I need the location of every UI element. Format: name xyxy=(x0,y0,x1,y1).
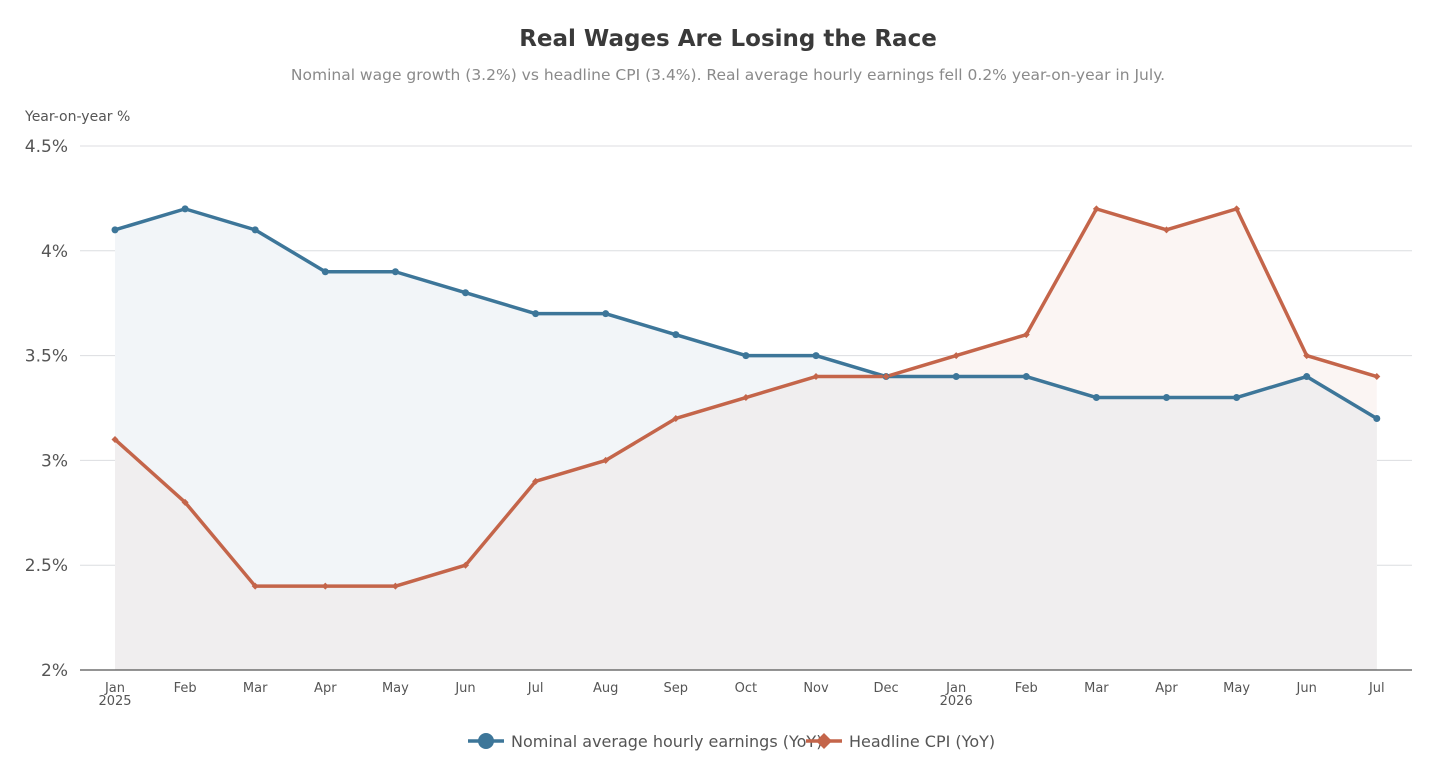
wages-point xyxy=(952,373,960,381)
x-tick-label: Jul xyxy=(527,681,544,696)
wages-point xyxy=(251,226,259,234)
x-tick-label: Oct xyxy=(735,681,757,696)
legend-wages-label: Nominal average hourly earnings (YoY) xyxy=(511,732,822,751)
x-tick-label: Nov xyxy=(803,681,829,696)
x-tick-year-label: 2025 xyxy=(98,694,131,709)
wages-point xyxy=(321,268,329,276)
wages-point xyxy=(181,205,189,213)
wages-point xyxy=(462,289,469,297)
y-tick-label: 3% xyxy=(41,451,68,471)
x-tick-label: Mar xyxy=(1084,681,1109,696)
cpi-point xyxy=(462,561,469,569)
wages-point xyxy=(111,226,119,234)
chart-subtitle: Nominal wage growth (3.2%) vs headline C… xyxy=(290,66,1166,84)
wages-point xyxy=(812,352,820,360)
x-tick-label: Apr xyxy=(1155,681,1178,696)
x-tick-label: Aug xyxy=(593,681,618,696)
y-tick-label: 4.5% xyxy=(25,137,68,157)
legend-cpi-marker xyxy=(816,733,832,749)
cpi-point xyxy=(1163,226,1170,234)
cpi-point xyxy=(672,414,680,422)
wages-point xyxy=(1303,373,1311,381)
x-tick-label: Jul xyxy=(1368,681,1385,696)
y-tick-label: 4% xyxy=(41,242,68,262)
cpi-point xyxy=(742,394,750,402)
cpi-point xyxy=(952,352,960,360)
cpi-point xyxy=(812,373,820,381)
cpi-point xyxy=(1022,331,1030,339)
cpi-point xyxy=(532,477,540,485)
cpi-point xyxy=(111,435,119,443)
wages-point xyxy=(532,310,540,318)
legend-cpi-label: Headline CPI (YoY) xyxy=(849,732,995,751)
x-tick-label: May xyxy=(382,681,409,696)
x-tick-label: Dec xyxy=(874,681,899,696)
x-tick-year-label: 2026 xyxy=(940,694,973,709)
cpi-point xyxy=(251,582,259,590)
y-tick-label: 2.5% xyxy=(25,556,68,576)
cpi-point xyxy=(1233,205,1241,213)
chart-title: Real Wages Are Losing the Race xyxy=(519,26,937,52)
x-tick-label: Jan xyxy=(945,681,966,696)
y-tick-label: 2% xyxy=(41,661,68,681)
wages-point xyxy=(1233,394,1241,402)
cpi-point xyxy=(602,456,610,464)
wages-point xyxy=(602,310,610,318)
wages-point xyxy=(1163,394,1170,402)
wages-point xyxy=(742,352,750,360)
x-tick-label: May xyxy=(1223,681,1250,696)
wages-point xyxy=(391,268,399,276)
cpi-point xyxy=(1303,352,1311,360)
wages-point xyxy=(1373,414,1381,422)
cpi-point xyxy=(882,373,890,381)
y-axis-title: Year-on-year % xyxy=(24,109,130,125)
x-tick-label: Jan xyxy=(104,681,125,696)
wages-point xyxy=(1092,394,1100,402)
x-tick-label: Sep xyxy=(664,681,689,696)
cpi-point xyxy=(321,582,329,590)
x-tick-label: Feb xyxy=(174,681,197,696)
cpi-point xyxy=(1373,373,1381,381)
legend-wages-marker xyxy=(478,733,494,749)
x-tick-label: Jun xyxy=(454,681,475,696)
x-tick-label: Feb xyxy=(1015,681,1038,696)
x-tick-label: Mar xyxy=(243,681,268,696)
x-tick-label: Apr xyxy=(314,681,337,696)
wages-point xyxy=(672,331,680,339)
cpi-point xyxy=(181,498,189,506)
cpi-point xyxy=(1092,205,1100,213)
x-tick-label: Jun xyxy=(1296,681,1317,696)
y-tick-label: 3.5% xyxy=(25,347,68,367)
cpi-point xyxy=(391,582,399,590)
overlap-area-fill xyxy=(115,376,1377,670)
wages-point xyxy=(1022,373,1030,381)
